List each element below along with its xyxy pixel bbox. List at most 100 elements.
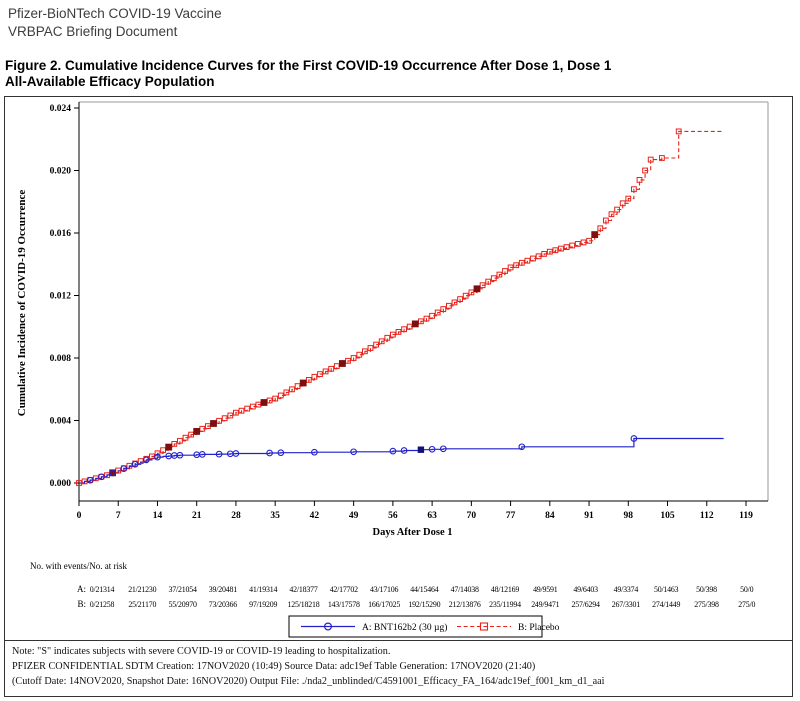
svg-text:28: 28 bbox=[231, 511, 241, 521]
footnote-line-1: Note: "S" indicates subjects with severe… bbox=[12, 646, 391, 657]
series-bnt162b2-curve bbox=[79, 437, 724, 484]
placebo-severe-marker bbox=[591, 231, 599, 238]
figure-box: 0.000 0.004 0.008 0.012 0.016 0.020 0.024 Cumul… bbox=[4, 96, 793, 641]
placebo-markers bbox=[76, 128, 682, 486]
svg-text:98: 98 bbox=[624, 511, 634, 521]
svg-text:0/21314: 0/21314 bbox=[90, 585, 115, 594]
svg-text:112: 112 bbox=[700, 511, 714, 521]
figure-title-line-2: All-Available Efficacy Population bbox=[5, 74, 215, 89]
svg-text:50/398: 50/398 bbox=[696, 585, 717, 594]
svg-text:0.020: 0.020 bbox=[50, 167, 72, 177]
svg-text:91: 91 bbox=[584, 511, 594, 521]
svg-text:50/1463: 50/1463 bbox=[654, 585, 679, 594]
placebo-severe-marker bbox=[411, 320, 419, 328]
svg-text:25/21170: 25/21170 bbox=[128, 600, 156, 609]
svg-text:0/21258: 0/21258 bbox=[90, 600, 115, 609]
svg-text:49: 49 bbox=[349, 511, 359, 521]
figure-title-line-1: Figure 2. Cumulative Incidence Curves fo… bbox=[5, 58, 612, 73]
svg-text:84: 84 bbox=[545, 511, 555, 521]
legend-label-b: B: Placebo bbox=[518, 623, 560, 633]
legend-label-a: A: BNT162b2 (30 µg) bbox=[362, 622, 447, 633]
risk-row-label: B: bbox=[77, 599, 86, 609]
x-axis: 0 7 14 21 28 35 42 49 56 63 70 77 84 91 98 105 112 119 Day… bbox=[77, 501, 753, 538]
svg-text:49/3374: 49/3374 bbox=[614, 585, 639, 594]
svg-text:42/17702: 42/17702 bbox=[330, 585, 358, 594]
svg-text:275/398: 275/398 bbox=[694, 600, 719, 609]
svg-text:55/20970: 55/20970 bbox=[168, 600, 196, 609]
svg-text:37/21054: 37/21054 bbox=[168, 585, 196, 594]
svg-text:42: 42 bbox=[310, 511, 320, 521]
svg-text:63: 63 bbox=[427, 511, 437, 521]
placebo-severe-marker bbox=[193, 428, 201, 435]
figure-title: Figure 2. Cumulative Incidence Curves fo… bbox=[5, 58, 611, 90]
x-axis-title: Days After Dose 1 bbox=[372, 527, 452, 538]
chart-legend: A: BNT162b2 (30 µg) B: Placebo bbox=[288, 615, 560, 638]
placebo-severe-marker bbox=[210, 420, 217, 427]
svg-text:50/0: 50/0 bbox=[740, 585, 753, 594]
svg-text:39/20481: 39/20481 bbox=[209, 585, 237, 594]
chart-canvas: 0.000 0.004 0.008 0.012 0.016 0.020 0.024 Cumul… bbox=[5, 97, 792, 645]
svg-text:21: 21 bbox=[192, 511, 202, 521]
svg-text:192/15290: 192/15290 bbox=[408, 600, 440, 609]
svg-text:119: 119 bbox=[739, 511, 753, 521]
svg-text:0.008: 0.008 bbox=[50, 354, 72, 364]
svg-text:0.016: 0.016 bbox=[50, 229, 72, 239]
svg-text:275/0: 275/0 bbox=[738, 600, 755, 609]
placebo-severe-marker bbox=[260, 399, 268, 406]
svg-text:42/18377: 42/18377 bbox=[289, 585, 317, 594]
svg-text:212/13876: 212/13876 bbox=[449, 600, 481, 609]
svg-text:0.012: 0.012 bbox=[50, 292, 72, 302]
placebo-severe-marker bbox=[165, 443, 173, 451]
y-axis: 0.000 0.004 0.008 0.012 0.016 0.020 0.024 Cumul… bbox=[16, 104, 79, 489]
svg-text:49/9591: 49/9591 bbox=[533, 585, 558, 594]
svg-text:97/19209: 97/19209 bbox=[249, 600, 277, 609]
svg-text:249/9471: 249/9471 bbox=[531, 600, 559, 609]
risk-row-label: A: bbox=[77, 584, 86, 594]
y-axis-title: Cumulative Incidence of COVID-19 Occurre… bbox=[16, 190, 28, 417]
legend-circle-marker bbox=[324, 622, 333, 631]
svg-text:21/21230: 21/21230 bbox=[128, 585, 156, 594]
svg-text:43/17106: 43/17106 bbox=[370, 585, 398, 594]
svg-text:0: 0 bbox=[77, 511, 82, 521]
chart-svg: 0.000 0.004 0.008 0.012 0.016 0.020 0.024 Cumul… bbox=[16, 101, 769, 638]
svg-text:0.024: 0.024 bbox=[50, 104, 72, 114]
svg-text:41/19314: 41/19314 bbox=[249, 585, 277, 594]
bnt162b2-markers bbox=[86, 435, 638, 484]
placebo-severe-marker bbox=[473, 285, 481, 293]
svg-text:47/14038: 47/14038 bbox=[451, 585, 479, 594]
footnote-line-3: (Cutoff Date: 14NOV2020, Snapshot Date: … bbox=[12, 676, 605, 687]
svg-text:35: 35 bbox=[270, 511, 280, 521]
svg-text:166/17025: 166/17025 bbox=[368, 600, 400, 609]
header-line-2: VRBPAC Briefing Document bbox=[8, 24, 178, 39]
svg-text:235/11994: 235/11994 bbox=[489, 600, 521, 609]
footnote-box: Note: "S" indicates subjects with severe… bbox=[4, 640, 793, 697]
svg-text:143/17578: 143/17578 bbox=[328, 600, 360, 609]
svg-text:267/3301: 267/3301 bbox=[612, 600, 640, 609]
svg-text:49/6403: 49/6403 bbox=[573, 585, 598, 594]
svg-text:125/18218: 125/18218 bbox=[288, 600, 320, 609]
placebo-severe-marker bbox=[339, 360, 346, 367]
header-line-1: Pfizer-BioNTech COVID-19 Vaccine bbox=[8, 6, 222, 21]
svg-text:70: 70 bbox=[467, 511, 477, 521]
risk-table-caption: No. with events/No. at risk bbox=[30, 561, 127, 571]
svg-text:77: 77 bbox=[506, 511, 516, 521]
svg-text:0.004: 0.004 bbox=[50, 417, 72, 427]
svg-text:73/20366: 73/20366 bbox=[209, 600, 237, 609]
document-header: Pfizer-BioNTech COVID-19 Vaccine VRBPAC … bbox=[8, 5, 222, 41]
series-placebo-curve bbox=[79, 130, 724, 484]
svg-text:7: 7 bbox=[116, 511, 121, 521]
risk-table: No. with events/No. at risk A: 0/21314 21/2… bbox=[30, 561, 756, 609]
svg-text:56: 56 bbox=[388, 511, 398, 521]
bnt162b2-severe-marker bbox=[417, 446, 425, 453]
svg-text:0.000: 0.000 bbox=[50, 479, 72, 489]
svg-text:257/6294: 257/6294 bbox=[571, 600, 599, 609]
svg-text:274/1449: 274/1449 bbox=[652, 600, 680, 609]
plot-frame bbox=[78, 101, 769, 502]
svg-text:44/15464: 44/15464 bbox=[410, 585, 438, 594]
svg-text:48/12169: 48/12169 bbox=[491, 585, 519, 594]
svg-text:14: 14 bbox=[153, 511, 163, 521]
placebo-severe-marker bbox=[299, 379, 307, 387]
svg-text:105: 105 bbox=[660, 511, 675, 521]
footnote-line-2: PFIZER CONFIDENTIAL SDTM Creation: 17NOV… bbox=[12, 661, 536, 672]
